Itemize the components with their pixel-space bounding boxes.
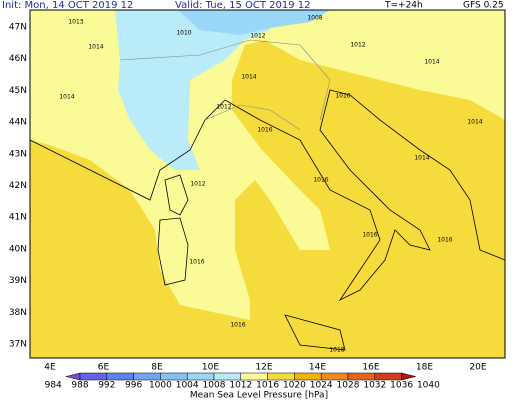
latitude-label: 40N (9, 244, 27, 254)
borders (119, 39, 331, 131)
colorbar-label: 1004 (176, 381, 199, 391)
longitude-label: 6E (98, 363, 110, 373)
colorbar-box (267, 372, 295, 381)
isobar-label: 1014 (414, 155, 429, 162)
longitude-label: 14E (309, 363, 326, 373)
isobar-label: 1016 (362, 232, 377, 239)
colorbar-label: 1008 (203, 381, 226, 391)
isobar-label: 1014 (424, 59, 439, 66)
valid-time: Valid: Tue, 15 OCT 2019 12 (175, 0, 310, 11)
colorbar-box (133, 372, 161, 381)
isobar-label: 1016 (230, 322, 245, 329)
colorbar-label: 1028 (337, 381, 360, 391)
colorbar-label: 984 (45, 381, 62, 391)
colorbar-label: 1016 (256, 381, 279, 391)
colorbar-box (347, 372, 376, 381)
model-name: GFS 0.25 (463, 1, 504, 11)
colorbar-label: 988 (71, 381, 88, 391)
colorbar-arrow (401, 372, 416, 381)
colorbar-label: 1012 (229, 381, 252, 391)
isobar-label: 1010 (176, 30, 191, 37)
isobar-label: 1012 (350, 42, 365, 49)
longitude-label: 12E (255, 363, 272, 373)
isobar-label: 1012 (190, 181, 205, 188)
init-time: Init: Mon, 14 OCT 2019 12 (2, 0, 133, 11)
latitude-label: 39N (9, 276, 27, 286)
latitude-label: 38N (9, 308, 27, 318)
colorbar-box (160, 372, 188, 381)
latitude-label: 47N (9, 23, 27, 33)
colorbar-box (79, 372, 108, 381)
isobar-label: 1008 (307, 15, 322, 22)
longitude-label: 16E (362, 363, 379, 373)
isobar-label: 1018 (329, 347, 344, 354)
latitude-label: 42N (9, 181, 27, 191)
longitude-label: 10E (202, 363, 219, 373)
latitude-label: 43N (9, 149, 27, 159)
colorbar-label: 1036 (390, 381, 413, 391)
isobar-label: 1012 (250, 33, 265, 40)
colorbar-box (320, 372, 349, 381)
forecast-step: T=+24h (384, 1, 423, 11)
colorbar-title: Mean Sea Level Pressure [hPa] (190, 391, 328, 401)
longitude-label: 18E (416, 363, 433, 373)
latitude-label: 44N (9, 118, 27, 128)
longitude-label: 4E (44, 363, 56, 373)
isobar-label: 1014 (467, 119, 482, 126)
colorbar-box (240, 372, 268, 381)
colorbar-label: 1024 (310, 381, 333, 391)
isobar-label: 1016 (257, 127, 272, 134)
isobar-label: 1016 (189, 259, 204, 266)
colorbar-label: 996 (125, 381, 142, 391)
isobar-area-1010 (115, 10, 275, 170)
isobar-label: 1016 (437, 237, 452, 244)
colorbar-box (294, 372, 322, 381)
latitude-label: 45N (9, 86, 27, 96)
colorbar-label: 1040 (417, 381, 440, 391)
isobar-label: 1014 (59, 94, 74, 101)
isobar-label: 1016 (313, 177, 328, 184)
colorbar-label: 1032 (363, 381, 386, 391)
colorbar-label: 992 (98, 381, 115, 391)
isobar-label: 1014 (88, 44, 103, 51)
colorbar-box (374, 372, 402, 381)
isobar-area-1008 (178, 10, 330, 35)
colorbar-box (213, 372, 242, 381)
latitude-label: 41N (9, 213, 27, 223)
map-frame (29, 9, 506, 359)
isobar-label: 1016 (335, 93, 350, 100)
colorbar-label: 1000 (149, 381, 172, 391)
colorbar-arrow (65, 372, 81, 381)
longitude-label: 8E (151, 363, 163, 373)
colorbar-box (106, 372, 134, 381)
latitude-label: 37N (9, 340, 27, 350)
isobar-label: 1014 (241, 74, 256, 81)
colorbar-box (186, 372, 215, 381)
coastlines (29, 89, 506, 351)
longitude-label: 20E (469, 363, 486, 373)
latitude-label: 46N (9, 54, 27, 64)
isobar-label: 1012 (216, 104, 231, 111)
colorbar-label: 1020 (283, 381, 306, 391)
isobar-label: 1013 (68, 19, 83, 26)
